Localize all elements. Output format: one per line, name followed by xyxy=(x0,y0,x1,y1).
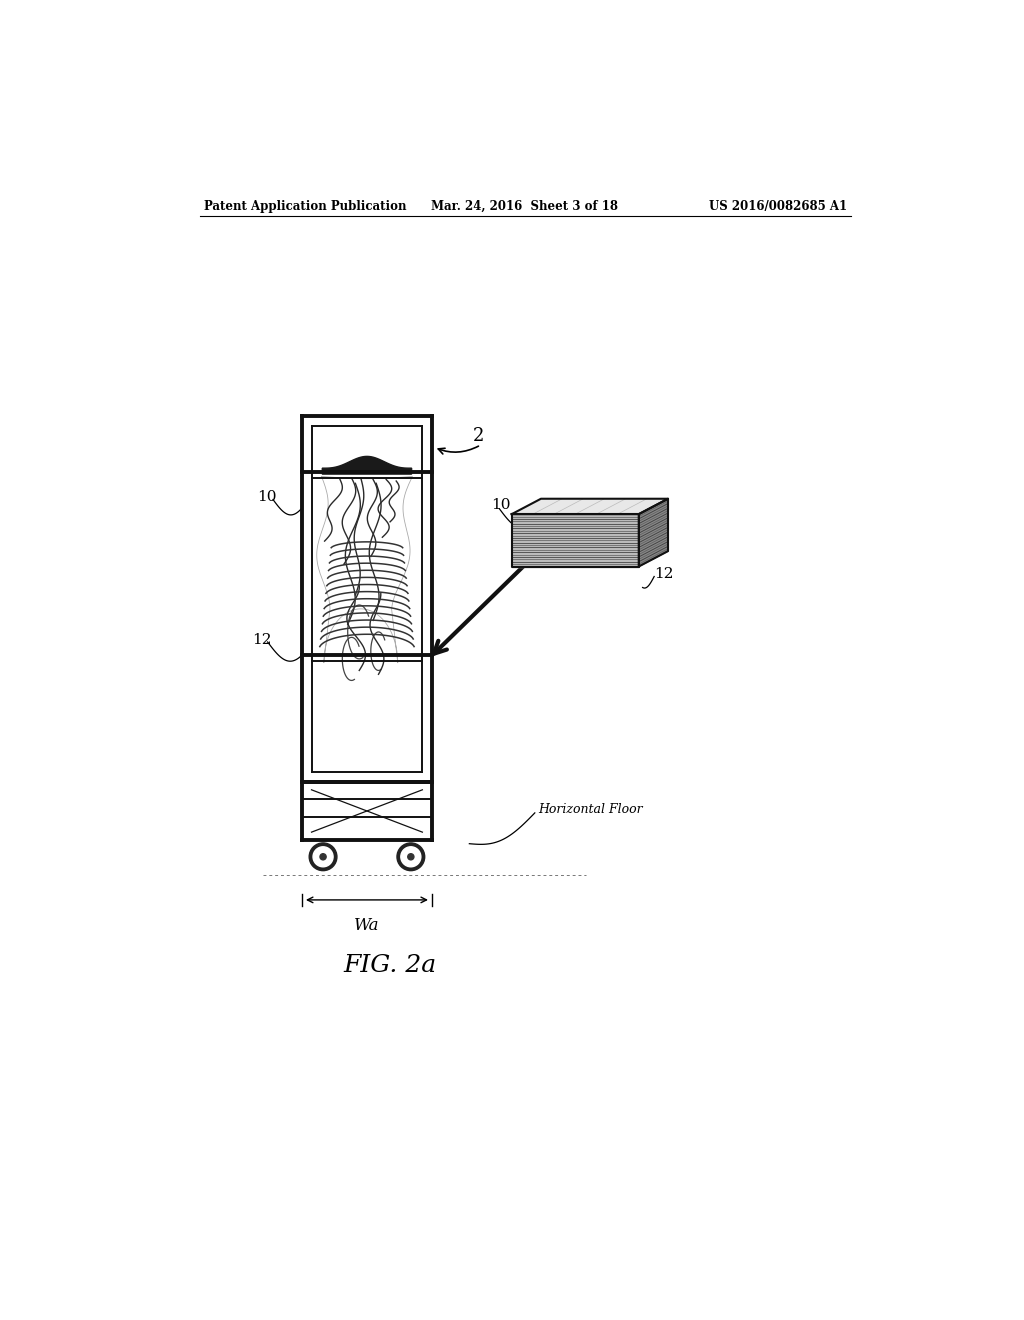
Text: FIG. 2a: FIG. 2a xyxy=(343,954,436,977)
Text: Wa: Wa xyxy=(354,917,380,933)
Circle shape xyxy=(408,854,414,859)
Text: 12: 12 xyxy=(654,568,674,581)
Text: Mar. 24, 2016  Sheet 3 of 18: Mar. 24, 2016 Sheet 3 of 18 xyxy=(431,199,618,213)
Text: Horizontal Floor: Horizontal Floor xyxy=(539,803,643,816)
Polygon shape xyxy=(323,457,412,474)
Polygon shape xyxy=(512,499,668,515)
Polygon shape xyxy=(316,477,413,663)
Circle shape xyxy=(397,843,425,871)
Text: US 2016/0082685 A1: US 2016/0082685 A1 xyxy=(709,199,847,213)
Text: Patent Application Publication: Patent Application Publication xyxy=(204,199,407,213)
Circle shape xyxy=(319,854,326,859)
Text: 10: 10 xyxy=(490,498,510,512)
Polygon shape xyxy=(639,499,668,566)
Text: 10: 10 xyxy=(258,490,278,504)
Circle shape xyxy=(313,847,333,867)
Polygon shape xyxy=(512,515,639,566)
Circle shape xyxy=(309,843,337,871)
Text: 2: 2 xyxy=(473,426,484,445)
Text: 12: 12 xyxy=(252,632,271,647)
Circle shape xyxy=(400,847,421,867)
